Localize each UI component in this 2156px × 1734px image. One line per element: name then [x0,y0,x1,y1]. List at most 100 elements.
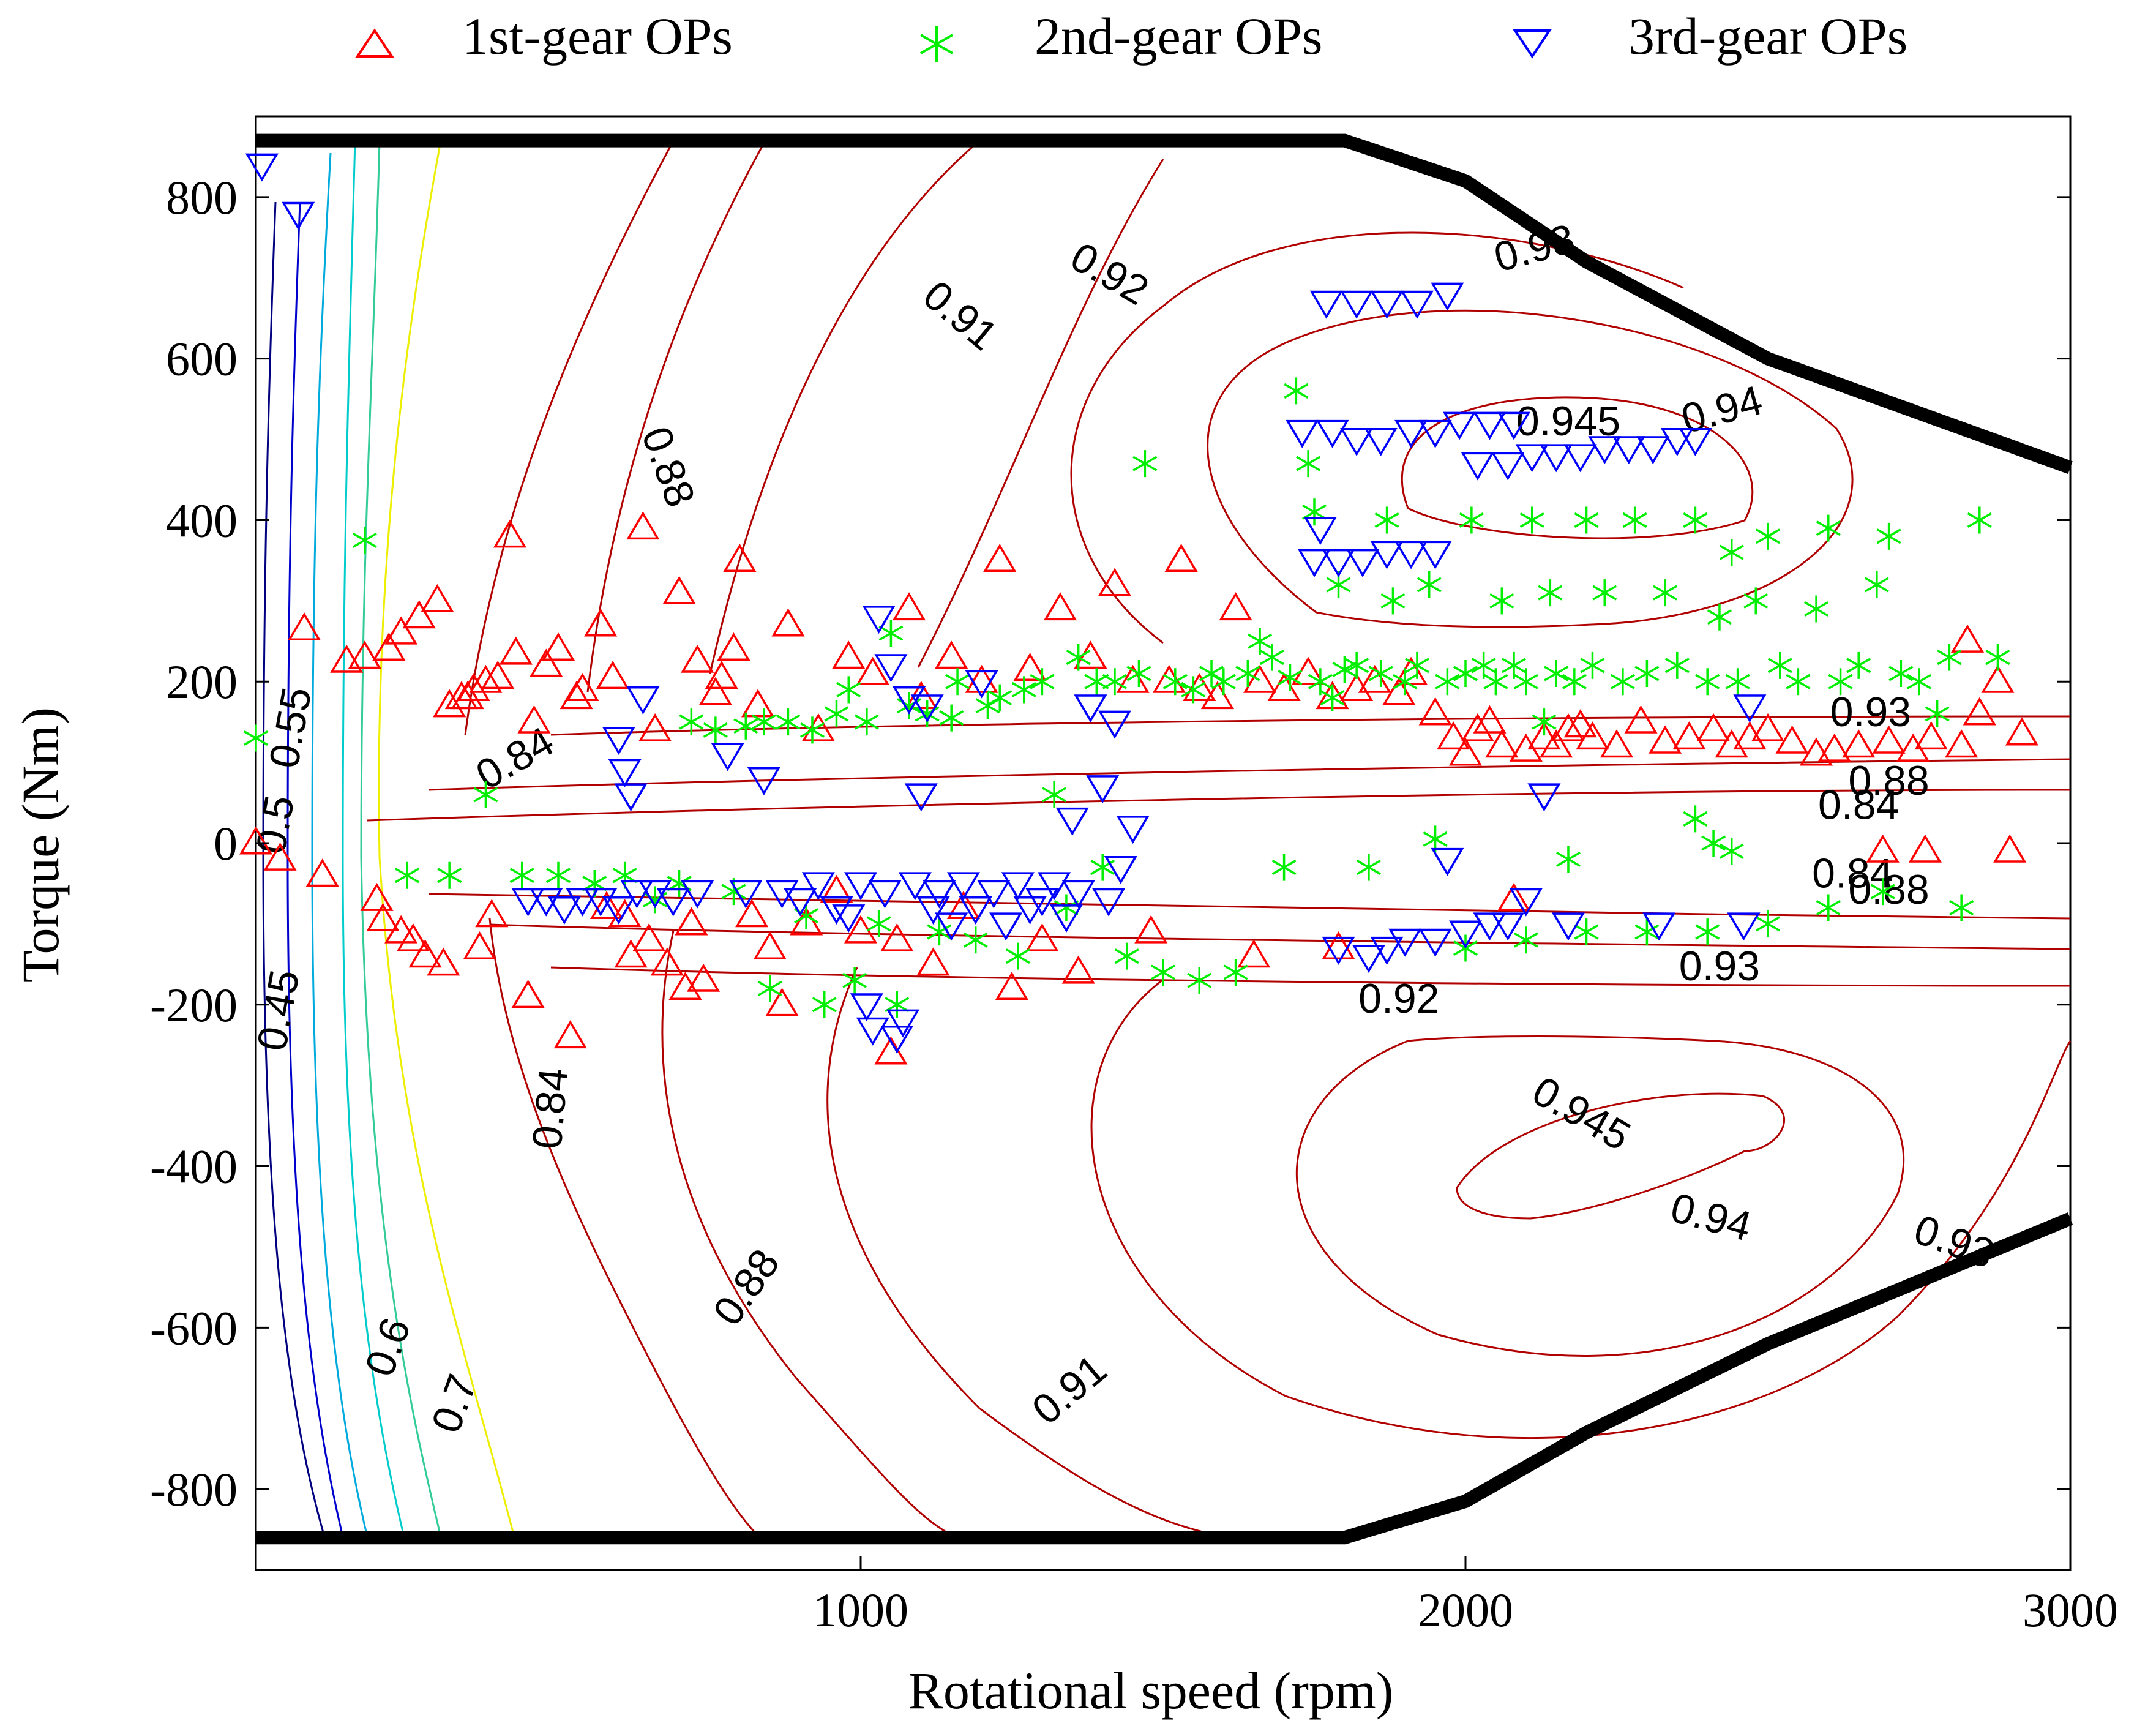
point-third-gear [1733,694,1767,723]
point-second-gear [1555,846,1581,873]
point-second-gear [1634,918,1660,946]
series-third-gear [245,153,1767,1054]
x-axis-title: Rotational speed (rpm) [908,1661,1394,1720]
point-third-gear [801,872,835,901]
point-first-gear [530,648,563,677]
point-third-gear [1491,452,1525,481]
point-third-gear [856,1017,889,1046]
point-third-gear [784,888,817,917]
point-second-gear [1471,651,1496,679]
point-third-gear [1515,444,1549,473]
point-first-gear [517,705,551,734]
point-first-gear [566,672,599,701]
point-first-gear [1527,721,1561,750]
point-third-gear [1461,452,1494,481]
point-second-gear [1804,595,1829,623]
point-first-gear [1908,834,1942,863]
point-first-gear [1963,697,1996,726]
point-first-gear [1672,721,1706,750]
point-second-gear [1683,805,1708,833]
point-second-gear [1066,644,1091,671]
point-second-gear [352,527,377,554]
point-first-gear [983,543,1017,572]
point-third-gear [1001,872,1035,901]
point-second-gear [836,676,861,704]
boundary-upper [256,133,2073,475]
point-second-gear [824,700,849,727]
point-first-gear [668,971,702,1000]
legend-item-second-gear: 2nd-gear OPs [920,7,1323,66]
point-third-gear [1346,549,1380,577]
point-second-gear [854,708,879,736]
point-second-gear [1816,514,1841,542]
point-first-gear [626,511,660,540]
point-first-gear [1237,939,1271,968]
point-second-gear [1011,676,1036,704]
point-first-gear [632,923,666,951]
y-tick-label: -600 [150,1301,238,1354]
point-third-gear [850,993,883,1022]
point-third-gear [1309,290,1343,319]
point-first-gear [1243,664,1277,693]
point-first-gear [1993,834,2027,863]
point-first-gear [1697,713,1731,741]
point-second-gear [1259,644,1284,671]
contour-line-055 [311,152,369,1537]
point-third-gear [1055,807,1089,836]
point-second-gear [1574,918,1599,946]
point-second-gear [1404,651,1429,679]
point-first-gear [790,907,823,936]
y-tick-label: 400 [166,494,238,547]
point-first-gear [1648,725,1682,754]
point-third-gear [874,654,908,683]
point-third-gear [935,912,968,941]
point-second-gear [243,724,269,752]
point-first-gear [1164,543,1198,572]
point-first-gear [771,608,805,637]
point-third-gear [1116,816,1150,844]
point-third-gear [638,880,672,909]
point-first-gear [880,923,914,951]
point-third-gear [1443,411,1477,440]
point-first-gear [263,842,297,871]
contour-line-092-upper [917,159,1164,668]
point-third-gear [1394,419,1428,448]
point-second-gear [1634,660,1660,688]
contour-line-0945-lower [1456,1092,1785,1220]
point-first-gear [1485,729,1519,758]
point-second-gear [842,967,867,994]
point-second-gear [703,716,728,744]
contour-line-084-upper [464,140,675,735]
point-third-gear [1551,912,1585,941]
point-third-gear [1286,419,1319,448]
point-first-gear [481,661,515,689]
point-third-gear [1418,419,1452,448]
point-second-gear [1374,506,1399,534]
x-tick-label: 3000 [2023,1583,2118,1637]
point-second-gear [1271,854,1297,881]
point-first-gear [239,826,273,855]
point-third-gear [1540,444,1573,473]
point-second-gear [733,712,758,740]
point-third-gear [1473,411,1507,440]
point-second-gear [799,716,825,744]
contour-line-088-lower [661,930,956,1538]
point-second-gear [1102,668,1127,696]
point-first-gear [1950,624,1985,653]
point-third-gear [1340,290,1374,319]
point-first-gear [1116,664,1150,693]
point-second-gear [1622,506,1647,534]
point-first-gear [705,661,738,689]
point-first-gear [1358,664,1391,693]
point-second-gear [987,684,1012,711]
point-third-gear [1431,847,1464,876]
point-first-gear [590,891,624,920]
point-third-gear [1303,517,1337,546]
contour-line-094-upper [1207,309,1854,628]
point-second-gear [1653,579,1678,607]
point-first-gear [457,672,490,701]
point-third-gear [1400,290,1434,319]
point-second-gear [1755,910,1781,937]
x-tick-label: 1000 [813,1583,908,1637]
point-third-gear [1061,880,1095,909]
